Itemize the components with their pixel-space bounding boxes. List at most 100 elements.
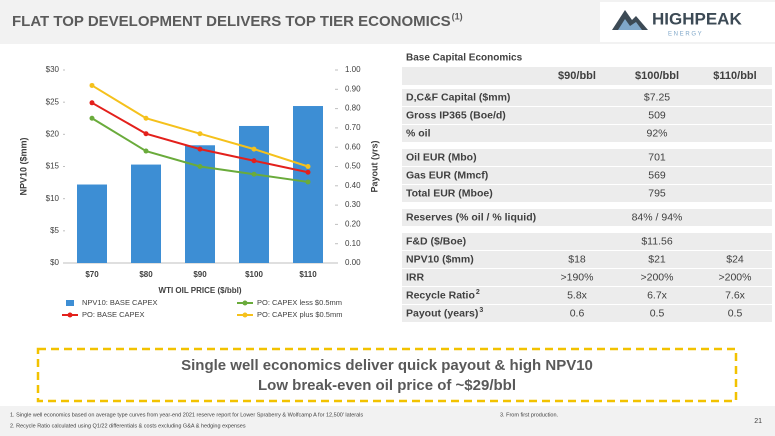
cell: $7.25 (644, 91, 670, 103)
title-note: (1) (452, 11, 463, 21)
cell: 0.6 (570, 307, 585, 319)
y-axis-label: NPV10 ($mm) (18, 137, 28, 195)
point (197, 146, 203, 152)
bar (293, 106, 323, 263)
table-row (402, 149, 772, 166)
row-label: Gas EUR (Mmcf) (406, 169, 488, 181)
row-label: Payout (years) (406, 307, 478, 319)
bar (131, 164, 161, 263)
legend-swatch (242, 300, 248, 306)
cell: $21 (648, 253, 666, 265)
y-tick-label: $10 (46, 194, 60, 203)
x-tick-label: $80 (139, 270, 153, 279)
header-row (402, 67, 772, 85)
callout-line: Low break-even oil price of ~$29/bbl (258, 377, 516, 394)
logo-mark (612, 10, 648, 30)
y-tick-label: $0 (50, 258, 59, 267)
footnote: 1. Single well economics based on averag… (10, 412, 363, 418)
legend-swatch (67, 312, 73, 318)
point (89, 82, 95, 88)
cell: 509 (648, 109, 666, 121)
footnote: 3. From first production. (500, 412, 559, 418)
legend-label: NPV10: BASE CAPEX (82, 298, 157, 307)
point (251, 158, 257, 164)
point (143, 131, 149, 137)
y2-tick-label: 0.70 (345, 123, 361, 132)
y2-tick-label: 0.00 (345, 258, 361, 267)
slide-title: FLAT TOP DEVELOPMENT DELIVERS TOP TIER E… (12, 13, 451, 30)
cell: $24 (726, 253, 744, 265)
row-label: % oil (406, 127, 431, 139)
y-tick-label: $30 (46, 65, 60, 74)
legend-swatch (66, 300, 74, 306)
table-row (402, 89, 772, 106)
point (251, 146, 257, 152)
point (89, 100, 95, 106)
logo-name: HIGHPEAK (652, 9, 742, 28)
callout-box (36, 347, 738, 403)
row-note: 2 (476, 289, 480, 296)
y2-tick-label: 0.50 (345, 162, 361, 171)
table-row (402, 209, 772, 226)
y-tick-label: $5 (50, 226, 59, 235)
y2-tick-label: 0.30 (345, 200, 361, 209)
table-row (402, 251, 772, 268)
column-header: $110/bbl (713, 70, 756, 82)
x-tick-label: $100 (245, 270, 263, 279)
x-tick-label: $70 (85, 270, 99, 279)
column-header: $90/bbl (558, 70, 596, 82)
point (143, 115, 149, 121)
cell: 569 (648, 169, 666, 181)
cell: 92% (646, 127, 667, 139)
y2-tick-label: 0.10 (345, 239, 361, 248)
y2-axis-label: Payout (yrs) (369, 140, 379, 192)
logo-tagline: E N E R G Y (668, 32, 702, 38)
legend-label: PO: CAPEX less $0.5mm (257, 298, 342, 307)
point (251, 171, 257, 177)
point (197, 131, 203, 137)
legend-label: PO: BASE CAPEX (82, 310, 145, 319)
cell: 701 (648, 151, 666, 163)
y2-tick-label: 0.80 (345, 104, 361, 113)
cell: >200% (641, 271, 674, 283)
x-tick-label: $90 (193, 270, 207, 279)
page-number: 21 (754, 418, 762, 425)
point (305, 164, 311, 169)
y-tick-label: $15 (46, 162, 60, 171)
row-label: Reserves (% oil / % liquid) (406, 211, 536, 223)
y2-tick-label: 0.60 (345, 142, 361, 151)
table-row (402, 233, 772, 250)
legend-swatch (242, 312, 248, 318)
cell: $11.56 (641, 235, 672, 247)
row-label: F&D ($/Boe) (406, 235, 466, 247)
row-label: Total EUR (Mboe) (406, 187, 493, 199)
table-row (402, 185, 772, 202)
row-label: D,C&F Capital ($mm) (406, 91, 510, 103)
logo-mark-inner (618, 19, 642, 30)
row-label: Gross IP365 (Boe/d) (406, 109, 506, 121)
y-tick-label: $25 (46, 97, 60, 106)
cell: 84% / 94% (632, 211, 683, 223)
callout-line: Single well economics deliver quick payo… (181, 357, 593, 374)
cell: >200% (719, 271, 752, 283)
row-note: 3 (479, 307, 483, 314)
table-row (402, 107, 772, 124)
legend-label: PO: CAPEX plus $0.5mm (257, 310, 342, 319)
table-row (402, 167, 772, 184)
table-row (402, 287, 772, 304)
footnote: 2. Recycle Ratio calculated using Q1/22 … (10, 423, 246, 429)
cell: 0.5 (650, 307, 665, 319)
table-row (402, 305, 772, 322)
footer-bar (0, 406, 775, 436)
cell: $18 (568, 253, 586, 265)
y2-tick-label: 0.40 (345, 181, 361, 190)
row-label: IRR (406, 271, 425, 283)
table-row (402, 125, 772, 142)
row-label: NPV10 ($mm) (406, 253, 474, 265)
table-title: Base Capital Economics (406, 53, 523, 64)
cell: 795 (648, 187, 666, 199)
chart: $0 $5 $10 $15 $20 $25 $30 0.00 0.10 0.20 0.30 0.40 0… (18, 65, 379, 319)
x-tick-label: $110 (299, 270, 317, 279)
point (143, 148, 149, 154)
